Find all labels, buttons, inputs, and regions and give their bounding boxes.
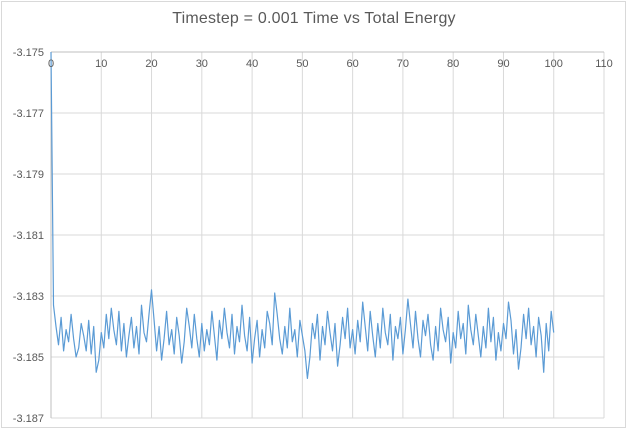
x-tick-label: 60 bbox=[347, 58, 359, 70]
y-tick-label: -3.175 bbox=[13, 47, 44, 59]
y-tick-label: -3.181 bbox=[13, 230, 44, 242]
y-tick-label: -3.177 bbox=[13, 108, 44, 120]
y-tick-label: -3.187 bbox=[13, 413, 44, 425]
x-tick-label: 90 bbox=[497, 58, 509, 70]
x-tick-label: 100 bbox=[545, 58, 563, 70]
chart-title: Timestep = 0.001 Time vs Total Energy bbox=[172, 10, 456, 27]
x-tick-label: 30 bbox=[196, 58, 208, 70]
x-tick-label: 0 bbox=[48, 58, 54, 70]
y-tick-label: -3.185 bbox=[13, 352, 44, 364]
x-tick-label: 80 bbox=[447, 58, 459, 70]
x-tick-label: 110 bbox=[595, 58, 613, 70]
x-tick-label: 40 bbox=[246, 58, 258, 70]
x-tick-label: 10 bbox=[95, 58, 107, 70]
energy-line-series bbox=[50, 51, 555, 379]
y-tick-label: -3.183 bbox=[13, 291, 44, 303]
y-tick-label: -3.179 bbox=[13, 169, 44, 181]
x-tick-label: 50 bbox=[296, 58, 308, 70]
x-tick-label: 70 bbox=[397, 58, 409, 70]
x-tick-label: 20 bbox=[145, 58, 157, 70]
